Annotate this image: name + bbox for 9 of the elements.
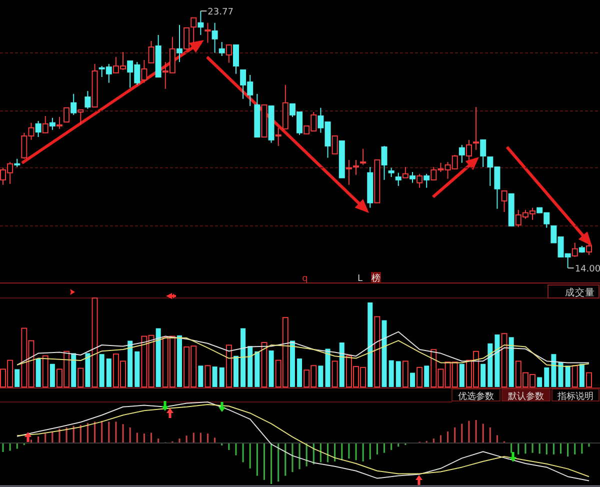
annotation: 默认参数: [507, 391, 544, 402]
annotation: 指标说明: [556, 391, 594, 402]
annotation: 14.00: [574, 264, 600, 274]
annotation: 23.77: [208, 8, 234, 18]
text: L: [357, 274, 363, 284]
annotation: 优选参数: [458, 391, 494, 402]
chart-title: 成交量: [565, 286, 595, 298]
text: q: [302, 274, 308, 284]
text: 榜: [372, 273, 380, 284]
